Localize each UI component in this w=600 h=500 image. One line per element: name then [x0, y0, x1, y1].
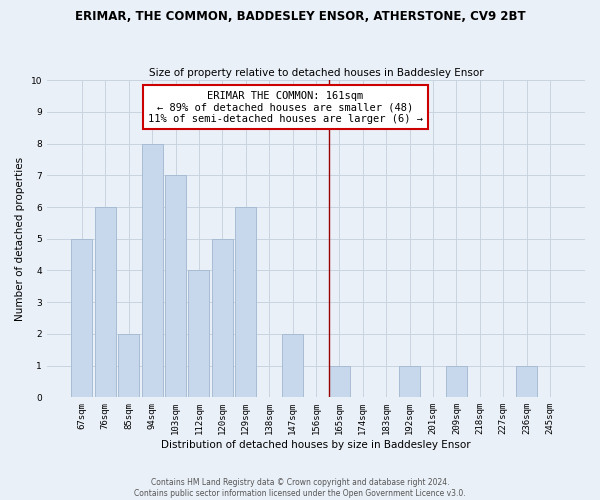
Bar	[165, 176, 186, 398]
Y-axis label: Number of detached properties: Number of detached properties	[15, 156, 25, 321]
Bar	[212, 239, 233, 398]
Bar	[142, 144, 163, 398]
Bar	[399, 366, 420, 398]
X-axis label: Distribution of detached houses by size in Baddesley Ensor: Distribution of detached houses by size …	[161, 440, 471, 450]
Text: ERIMAR THE COMMON: 161sqm
← 89% of detached houses are smaller (48)
11% of semi-: ERIMAR THE COMMON: 161sqm ← 89% of detac…	[148, 90, 423, 124]
Title: Size of property relative to detached houses in Baddesley Ensor: Size of property relative to detached ho…	[149, 68, 483, 78]
Bar	[235, 207, 256, 398]
Text: ERIMAR, THE COMMON, BADDESLEY ENSOR, ATHERSTONE, CV9 2BT: ERIMAR, THE COMMON, BADDESLEY ENSOR, ATH…	[74, 10, 526, 23]
Bar	[446, 366, 467, 398]
Bar	[118, 334, 139, 398]
Bar	[329, 366, 350, 398]
Bar	[188, 270, 209, 398]
Bar	[95, 207, 116, 398]
Bar	[282, 334, 303, 398]
Text: Contains HM Land Registry data © Crown copyright and database right 2024.
Contai: Contains HM Land Registry data © Crown c…	[134, 478, 466, 498]
Bar	[71, 239, 92, 398]
Bar	[516, 366, 537, 398]
